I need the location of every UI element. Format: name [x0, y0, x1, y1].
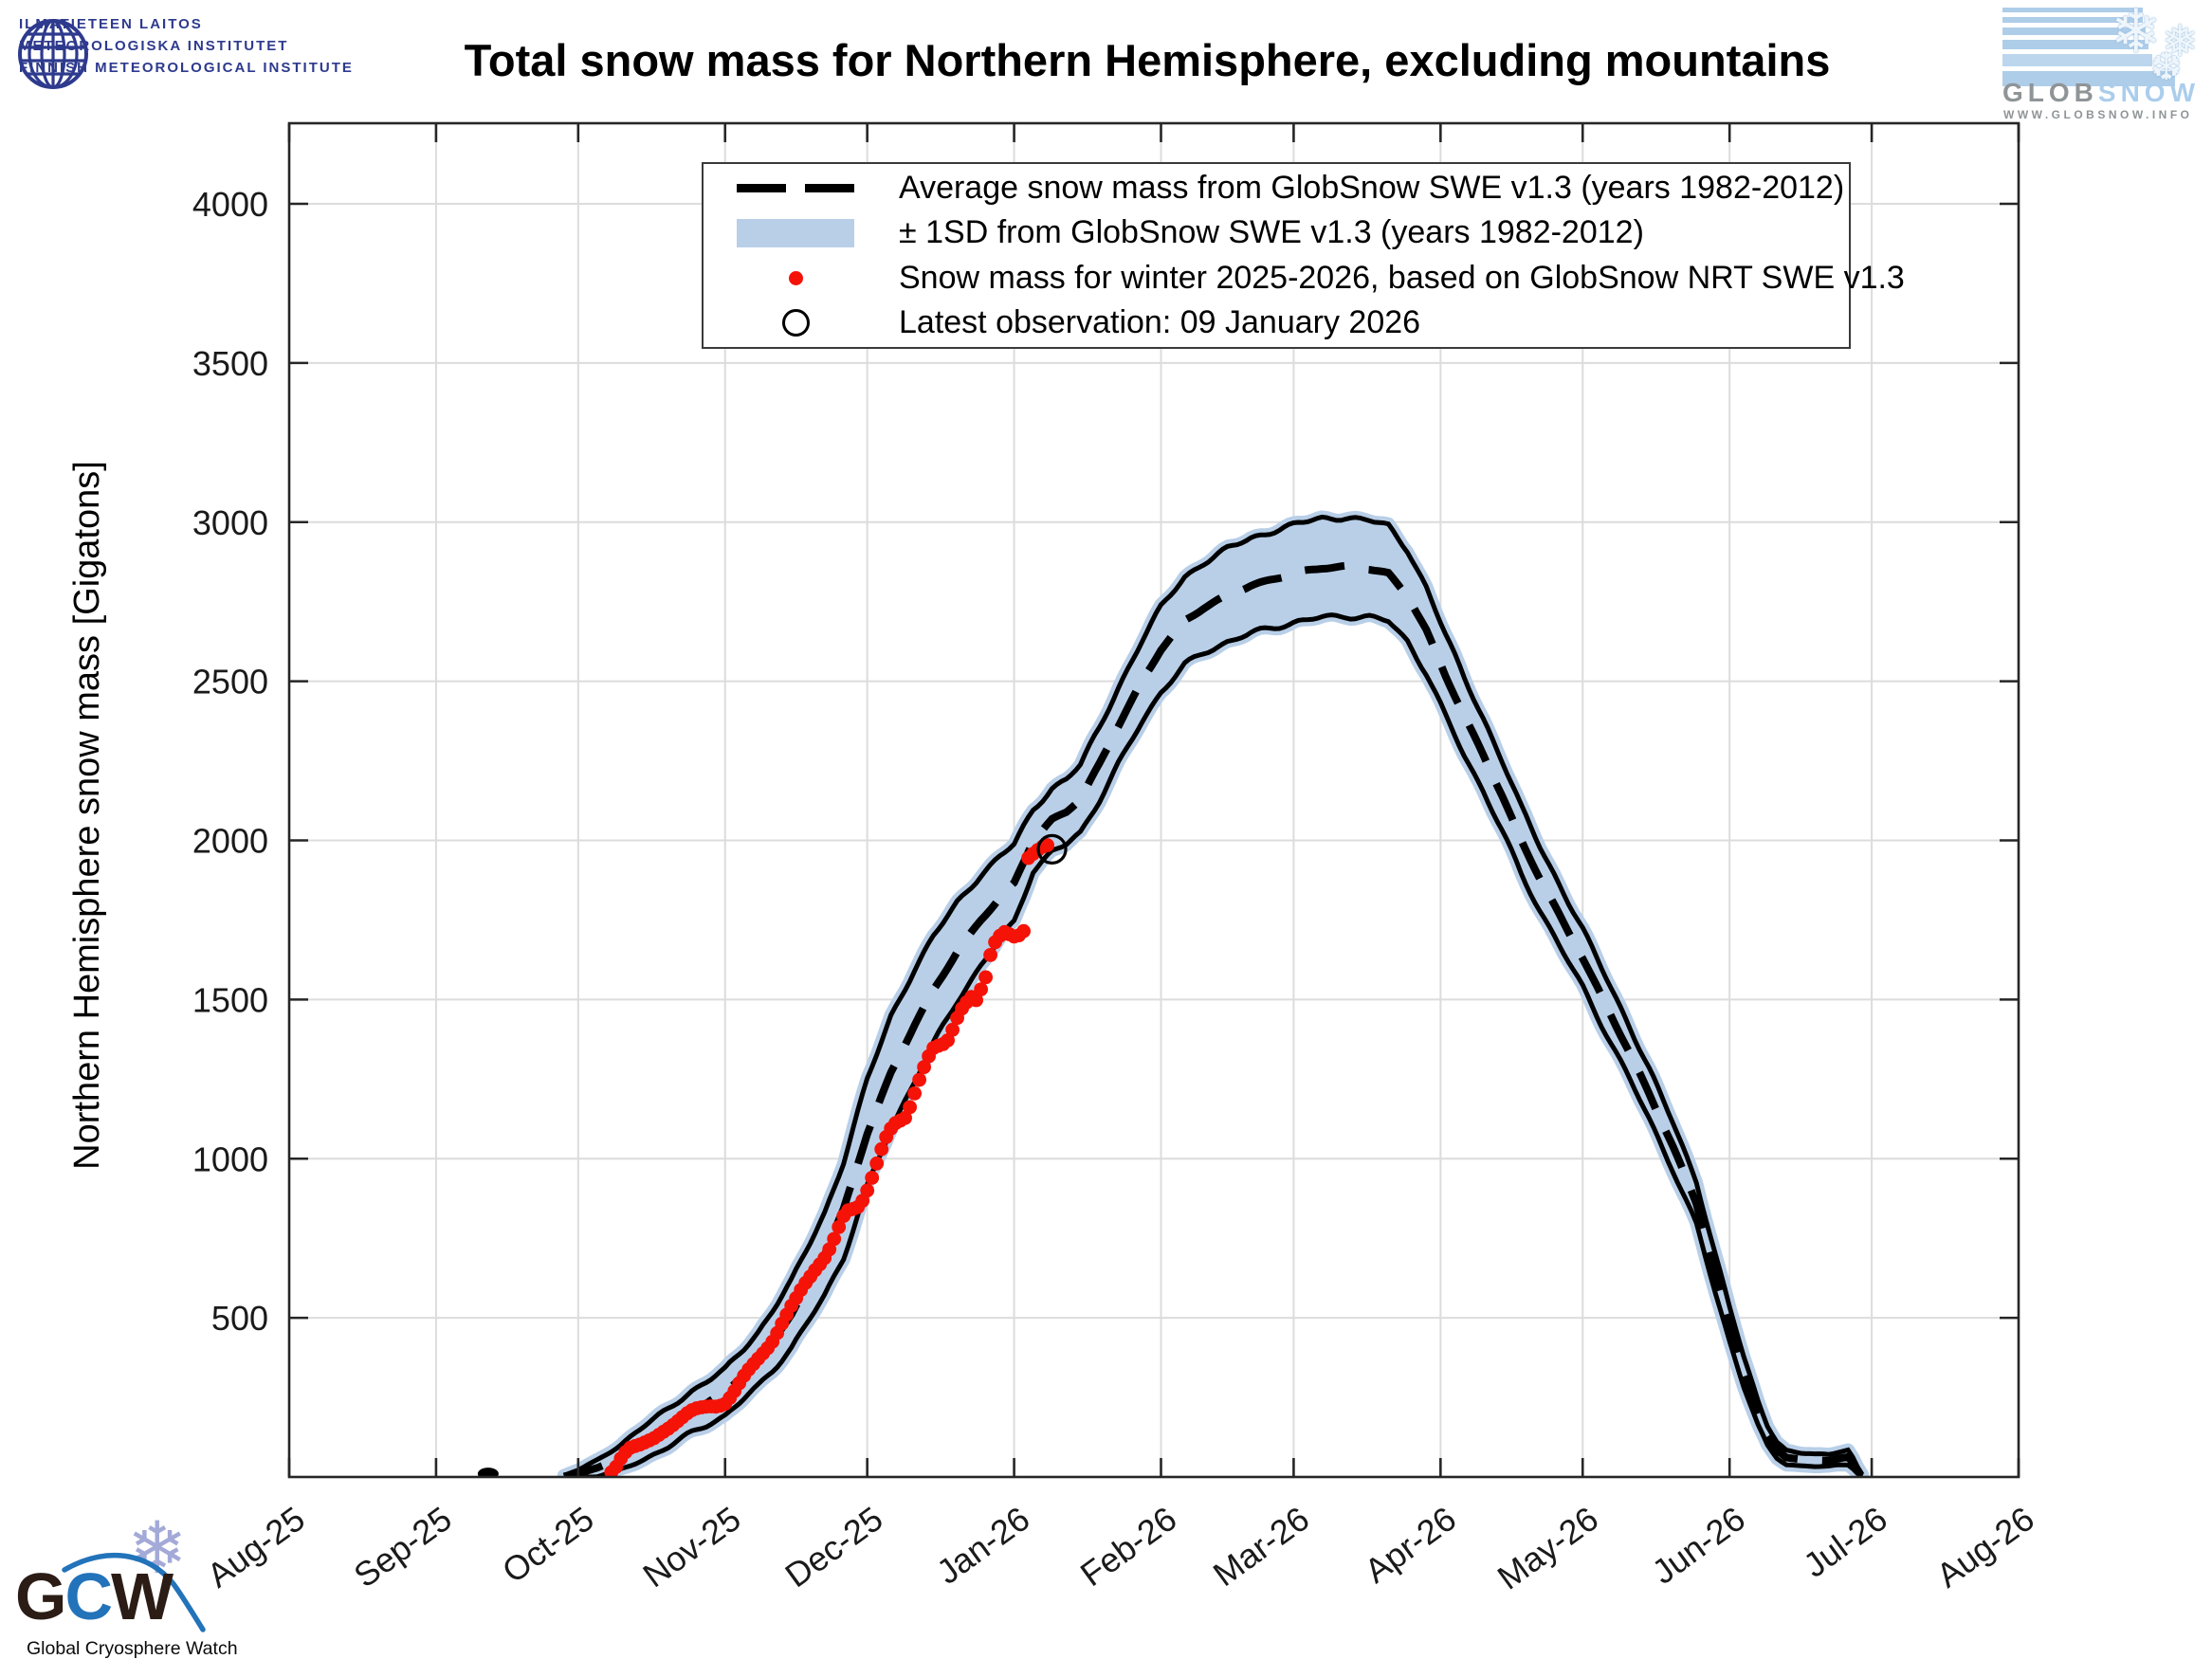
legend-dashed-line-sample: [724, 183, 867, 192]
observation-dot: [898, 1110, 912, 1125]
gcw-letter-w: W: [111, 1559, 174, 1633]
observation-dot: [869, 1156, 885, 1171]
observation-dot: [865, 1171, 880, 1185]
observation-dot: [860, 1183, 875, 1198]
y-tick-label: 1500: [192, 980, 268, 1019]
fmi-globe-icon: [18, 19, 88, 89]
gcw-swoosh-icon: [62, 1552, 206, 1632]
legend-label-average: Average snow mass from GlobSnow SWE v1.3…: [899, 169, 1845, 206]
legend-row-observations: Snow mass for winter 2025-2026, based on…: [704, 257, 1905, 299]
observation-dot: [983, 948, 997, 962]
observation-dot: [969, 993, 983, 1008]
latest-observation-marker: [1036, 833, 1068, 866]
x-tick-label: Oct-25: [495, 1499, 601, 1591]
globsnow-stripe: [2002, 40, 2148, 49]
globsnow-stripe: [2002, 27, 2146, 35]
legend-row-latest: Latest observation: 09 January 2026: [704, 302, 1849, 344]
y-tick-label: 3000: [192, 503, 268, 542]
observation-dot: [822, 1242, 837, 1257]
globsnow-word-glob: GLOB: [2002, 78, 2098, 107]
legend-band-sample: [724, 218, 867, 247]
observation-dot: [907, 1086, 922, 1101]
observation-dot: [917, 1060, 931, 1074]
legend-row-band: ± 1SD from GlobSnow SWE v1.3 (years 1982…: [704, 212, 1849, 254]
plot-series: [477, 510, 1870, 1477]
observation-dot: [974, 982, 988, 996]
y-tick-label: 2000: [192, 822, 268, 861]
globsnow-stripe: [2002, 8, 2143, 12]
globsnow-word-snow: SNOW: [2097, 78, 2200, 107]
gcw-letter-c: C: [64, 1559, 113, 1633]
observation-dot: [1016, 923, 1031, 939]
observation-dot: [827, 1231, 842, 1247]
x-tick-label: Aug-26: [1929, 1499, 2041, 1595]
globsnow-stripe: [2002, 71, 2175, 86]
legend-label-observations: Snow mass for winter 2025-2026, based on…: [899, 259, 1905, 296]
y-tick-label: 2500: [192, 663, 268, 702]
globsnow-logo: ❄ ❅ ❆ GLOBSNOW WWW.GLOBSNOW.INFO: [1999, 0, 2211, 123]
observation-dot: [912, 1072, 926, 1087]
gcw-wordmark: GCW: [15, 1559, 174, 1634]
gridlines: [289, 123, 2019, 1477]
y-tick-label: 3500: [192, 344, 268, 383]
tick-labels: Aug-25 Sep-25 Oct-25 Nov-25 Dec-25 Jan-26 Feb-…: [192, 185, 2041, 1597]
x-tick-label: Mar-26: [1206, 1499, 1316, 1594]
snowflake-icon: ❄: [2111, 0, 2162, 65]
observation-dot: [945, 1022, 960, 1037]
sd-band-lower-edge: [563, 612, 1864, 1477]
snowflake-icon: ❅: [2162, 16, 2199, 65]
x-tick-label: Nov-25: [636, 1499, 748, 1595]
observation-dot: [1040, 838, 1054, 852]
gcw-logo: ❄ GCW Global Cryosphere Watch: [6, 1508, 238, 1659]
observation-dot: [978, 970, 993, 985]
sd-band: [563, 517, 1863, 1477]
gcw-snowflake-icon: ❄: [127, 1508, 188, 1589]
x-tick-label: Sep-25: [347, 1499, 459, 1595]
x-tick-label: Apr-26: [1358, 1499, 1464, 1591]
y-tick-label: 4000: [192, 185, 268, 224]
x-tick-label: May-26: [1490, 1499, 1605, 1597]
legend-red-dot-sample: [724, 270, 867, 285]
snowflake-icon: ❆: [2150, 46, 2183, 88]
x-tick-label: Dec-25: [777, 1499, 889, 1595]
gcw-letter-g: G: [15, 1559, 66, 1633]
x-tick-label: Jul-26: [1796, 1499, 1893, 1585]
x-tick-label: Feb-26: [1073, 1499, 1183, 1594]
fmi-line-en: FINNISH METEOROLOGICAL INSTITUTE: [19, 60, 354, 76]
average-isolated-dot: [477, 1468, 499, 1477]
globsnow-url: WWW.GLOBSNOW.INFO: [2003, 108, 2193, 121]
globsnow-wordmark: GLOBSNOW: [2002, 78, 2200, 108]
observation-dot: [832, 1220, 847, 1234]
fmi-line-fi: ILMATIETEEN LAITOS: [19, 16, 203, 32]
legend-label-band: ± 1SD from GlobSnow SWE v1.3 (years 1982…: [899, 214, 1644, 251]
fmi-logo: ILMATIETEEN LAITOS METEOROLOGISKA INSTIT…: [8, 8, 354, 89]
observation-dot: [874, 1141, 889, 1157]
legend-open-circle-sample: [724, 309, 867, 337]
observation-dot: [903, 1100, 917, 1115]
chart-title: Total snow mass for Northern Hemisphere,…: [464, 35, 1831, 85]
observation-dot: [941, 1033, 955, 1048]
globsnow-stripe: [2002, 54, 2152, 66]
legend-label-latest: Latest observation: 09 January 2026: [899, 304, 1421, 341]
y-tick-label: 1000: [192, 1139, 268, 1178]
gcw-subtitle: Global Cryosphere Watch: [27, 1638, 238, 1659]
y-tick-label: 500: [211, 1299, 268, 1338]
globsnow-stripe: [2002, 17, 2143, 23]
x-tick-label: Jun-26: [1645, 1499, 1752, 1592]
legend-row-average: Average snow mass from GlobSnow SWE v1.3…: [704, 167, 1849, 209]
axes: [287, 121, 2020, 1479]
chart-legend: Average snow mass from GlobSnow SWE v1.3…: [702, 162, 1905, 349]
sd-band-upper-edge: [562, 514, 1865, 1477]
y-axis-title: Northern Hemisphere snow mass [Gigatons]: [67, 461, 107, 1170]
x-tick-label: Jan-26: [929, 1499, 1036, 1592]
